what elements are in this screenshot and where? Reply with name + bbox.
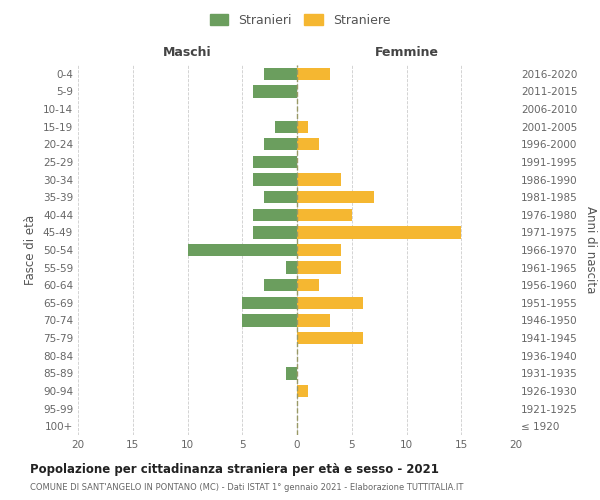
- Bar: [297, 208, 352, 221]
- Bar: [253, 156, 297, 168]
- Bar: [297, 174, 341, 186]
- Y-axis label: Fasce di età: Fasce di età: [25, 215, 37, 285]
- Bar: [297, 226, 461, 238]
- Bar: [297, 332, 362, 344]
- Y-axis label: Anni di nascita: Anni di nascita: [584, 206, 597, 294]
- Bar: [187, 244, 297, 256]
- Legend: Stranieri, Straniere: Stranieri, Straniere: [205, 8, 395, 32]
- Bar: [297, 296, 362, 309]
- Bar: [297, 68, 330, 80]
- Bar: [297, 279, 319, 291]
- Text: Femmine: Femmine: [374, 46, 439, 60]
- Text: Popolazione per cittadinanza straniera per età e sesso - 2021: Popolazione per cittadinanza straniera p…: [30, 462, 439, 475]
- Bar: [297, 385, 308, 397]
- Bar: [297, 138, 319, 150]
- Bar: [297, 120, 308, 133]
- Bar: [297, 314, 330, 326]
- Bar: [286, 367, 297, 380]
- Bar: [264, 191, 297, 203]
- Bar: [253, 208, 297, 221]
- Bar: [297, 244, 341, 256]
- Bar: [253, 174, 297, 186]
- Bar: [275, 120, 297, 133]
- Bar: [242, 314, 297, 326]
- Text: Maschi: Maschi: [163, 46, 212, 60]
- Bar: [297, 191, 374, 203]
- Bar: [286, 262, 297, 274]
- Bar: [264, 68, 297, 80]
- Bar: [253, 86, 297, 98]
- Bar: [253, 226, 297, 238]
- Bar: [242, 296, 297, 309]
- Text: COMUNE DI SANT'ANGELO IN PONTANO (MC) - Dati ISTAT 1° gennaio 2021 - Elaborazion: COMUNE DI SANT'ANGELO IN PONTANO (MC) - …: [30, 483, 463, 492]
- Bar: [264, 279, 297, 291]
- Bar: [264, 138, 297, 150]
- Bar: [297, 262, 341, 274]
